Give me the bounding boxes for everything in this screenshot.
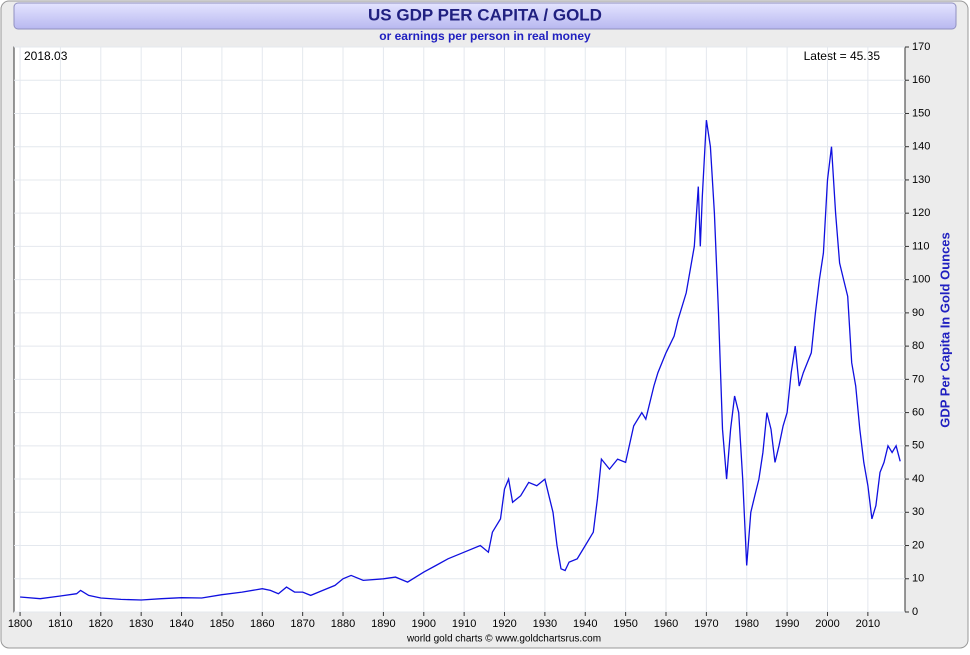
x-tick-label: 1890 (371, 618, 395, 630)
y-tick-label: 100 (912, 274, 930, 286)
x-tick-label: 1940 (573, 618, 597, 630)
x-tick-label: 1950 (613, 618, 637, 630)
x-tick-label: 1920 (492, 618, 516, 630)
x-tick-label: 1870 (290, 618, 314, 630)
y-tick-label: 80 (912, 340, 924, 352)
title-banner (13, 2, 957, 30)
data-line (20, 120, 901, 601)
x-tick-label: 2010 (856, 618, 880, 630)
x-tick-label: 1840 (169, 618, 193, 630)
x-tick-label: 2000 (815, 618, 839, 630)
chart-title: US GDP PER CAPITA / GOLD (368, 5, 602, 24)
y-tick-label: 20 (912, 539, 924, 551)
x-tick-label: 1980 (735, 618, 759, 630)
chart-subtitle: or earnings per person in real money (379, 29, 591, 43)
y-tick-label: 170 (912, 41, 930, 53)
x-tick-label: 1960 (654, 618, 678, 630)
x-tick-label: 1830 (129, 618, 153, 630)
x-tick-label: 1810 (48, 618, 72, 630)
x-tick-label: 1930 (533, 618, 557, 630)
y-tick-label: 50 (912, 440, 924, 452)
x-tick-label: 1820 (89, 618, 113, 630)
y-tick-label: 160 (912, 74, 930, 86)
y-axis-label: GDP Per Capita In Gold Ounces (937, 232, 952, 428)
date-label: 2018.03 (24, 49, 68, 63)
y-tick-label: 150 (912, 107, 930, 119)
y-tick-label: 10 (912, 573, 924, 585)
y-tick-label: 0 (912, 606, 918, 618)
y-tick-label: 120 (912, 207, 930, 219)
x-tick-label: 1800 (8, 618, 32, 630)
x-tick-label: 1910 (452, 618, 476, 630)
y-tick-label: 140 (912, 141, 930, 153)
y-tick-label: 40 (912, 473, 924, 485)
plot-area (13, 46, 906, 613)
x-tick-label: 1880 (331, 618, 355, 630)
footer: world gold charts © www.goldchartsrus.co… (406, 634, 601, 645)
y-tick-label: 70 (912, 373, 924, 385)
latest-label: Latest = 45.35 (804, 49, 881, 63)
y-tick-label: 130 (912, 174, 930, 186)
x-tick-label: 1900 (412, 618, 436, 630)
y-tick-label: 60 (912, 406, 924, 418)
y-tick-label: 30 (912, 506, 924, 518)
x-tick-label: 1850 (210, 618, 234, 630)
y-tick-label: 90 (912, 307, 924, 319)
y-tick-label: 110 (912, 240, 930, 252)
x-tick-label: 1990 (775, 618, 799, 630)
x-tick-label: 1860 (250, 618, 274, 630)
x-tick-label: 1970 (694, 618, 718, 630)
